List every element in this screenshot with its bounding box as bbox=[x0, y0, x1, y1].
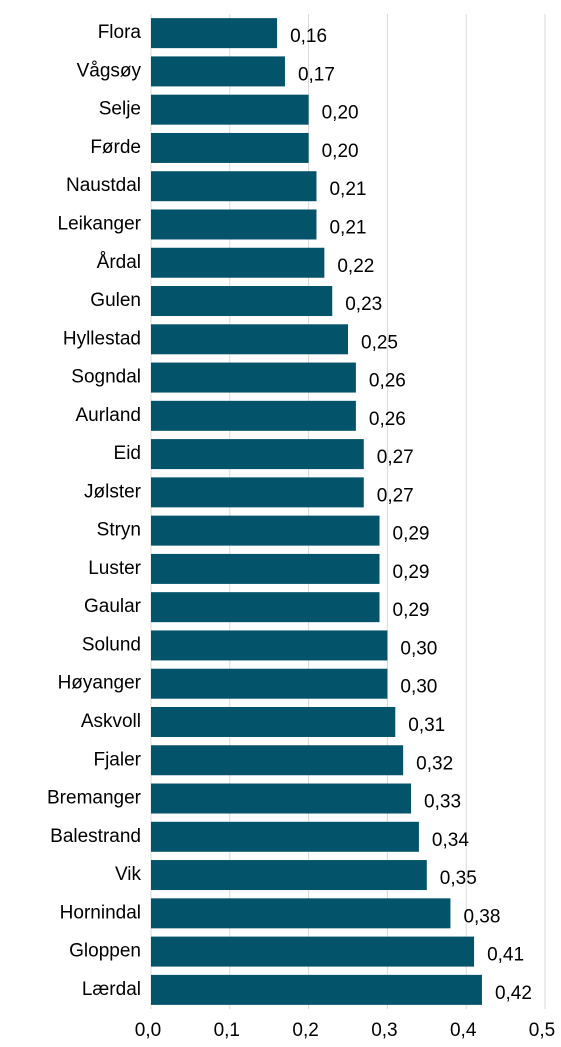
y-tick-label: Aurland bbox=[76, 405, 142, 426]
y-tick-label: Leikanger bbox=[58, 213, 142, 234]
value-label: 0,33 bbox=[424, 792, 461, 813]
bar bbox=[151, 209, 317, 240]
y-tick-label: Vik bbox=[115, 864, 142, 885]
bar bbox=[151, 630, 388, 661]
y-tick-label: Solund bbox=[82, 634, 141, 655]
value-label: 0,26 bbox=[369, 409, 406, 430]
y-tick-label: Naustdal bbox=[66, 175, 141, 196]
y-tick-label: Gulen bbox=[90, 290, 141, 311]
value-label: 0,21 bbox=[329, 179, 366, 200]
bar bbox=[151, 247, 325, 278]
value-label: 0,42 bbox=[495, 983, 532, 1004]
value-label: 0,17 bbox=[298, 64, 335, 85]
value-label: 0,27 bbox=[377, 447, 414, 468]
value-label: 0,30 bbox=[400, 638, 437, 659]
value-label: 0,25 bbox=[361, 332, 398, 353]
y-tick-label: Gaular bbox=[84, 596, 142, 617]
value-label: 0,32 bbox=[416, 753, 453, 774]
x-tick-label: 0,4 bbox=[450, 1020, 477, 1041]
bar bbox=[151, 286, 333, 317]
value-label: 0,34 bbox=[432, 830, 469, 851]
y-tick-label: Førde bbox=[90, 137, 141, 158]
value-label: 0,22 bbox=[337, 256, 374, 277]
value-label: 0,30 bbox=[400, 677, 437, 698]
y-tick-label: Flora bbox=[98, 22, 142, 43]
y-tick-label: Sogndal bbox=[71, 367, 141, 388]
y-tick-label: Selje bbox=[99, 99, 141, 120]
bar bbox=[151, 706, 396, 737]
value-label: 0,20 bbox=[322, 103, 359, 124]
bar bbox=[151, 898, 451, 929]
bar bbox=[151, 400, 356, 431]
value-label: 0,41 bbox=[487, 945, 524, 966]
y-tick-label: Askvoll bbox=[81, 711, 141, 732]
value-label: 0,29 bbox=[393, 562, 430, 583]
value-label: 0,26 bbox=[369, 371, 406, 392]
bar bbox=[151, 171, 317, 202]
y-tick-label: Fjaler bbox=[93, 749, 141, 770]
x-tick-label: 0,5 bbox=[529, 1020, 555, 1041]
y-tick-label: Stryn bbox=[97, 520, 141, 541]
x-tick-label: 0,3 bbox=[371, 1020, 397, 1041]
bar bbox=[151, 94, 309, 125]
x-tick-label: 0,0 bbox=[135, 1020, 161, 1041]
y-tick-label: Lærdal bbox=[82, 979, 141, 1000]
bar bbox=[151, 860, 427, 891]
bar bbox=[151, 324, 348, 355]
bar bbox=[151, 439, 364, 470]
y-tick-label: Eid bbox=[114, 443, 141, 464]
bar bbox=[151, 132, 309, 163]
bar bbox=[151, 477, 364, 508]
value-label: 0,16 bbox=[290, 26, 327, 47]
bar bbox=[151, 821, 419, 852]
y-tick-label: Hyllestad bbox=[63, 328, 141, 349]
value-label: 0,20 bbox=[322, 141, 359, 162]
y-tick-label: Årdal bbox=[97, 252, 141, 273]
bar bbox=[151, 974, 482, 1005]
value-label: 0,31 bbox=[408, 715, 445, 736]
bar bbox=[151, 668, 388, 699]
y-tick-label: Bremanger bbox=[47, 788, 142, 809]
bar bbox=[151, 362, 356, 393]
value-label: 0,38 bbox=[463, 906, 500, 927]
y-tick-label: Hornindal bbox=[60, 902, 141, 923]
bar bbox=[151, 783, 412, 814]
y-tick-label: Gloppen bbox=[69, 941, 141, 962]
value-label: 0,29 bbox=[393, 600, 430, 621]
y-tick-label: Vågsøy bbox=[77, 60, 142, 81]
value-label: 0,23 bbox=[345, 294, 382, 315]
bar bbox=[151, 18, 278, 49]
x-tick-label: 0,2 bbox=[292, 1020, 318, 1041]
x-tick-label: 0,1 bbox=[214, 1020, 240, 1041]
value-label: 0,29 bbox=[393, 524, 430, 545]
y-tick-label: Høyanger bbox=[58, 673, 142, 694]
bar bbox=[151, 745, 404, 776]
bar bbox=[151, 936, 475, 967]
value-label: 0,21 bbox=[329, 217, 366, 238]
y-tick-label: Jølster bbox=[84, 481, 142, 502]
y-tick-label: Luster bbox=[88, 558, 141, 579]
y-tick-label: Balestrand bbox=[50, 826, 141, 847]
bar bbox=[151, 553, 380, 584]
bar bbox=[151, 592, 380, 623]
value-label: 0,35 bbox=[440, 868, 477, 889]
bar bbox=[151, 515, 380, 546]
bar bbox=[151, 56, 285, 87]
value-label: 0,27 bbox=[377, 485, 414, 506]
